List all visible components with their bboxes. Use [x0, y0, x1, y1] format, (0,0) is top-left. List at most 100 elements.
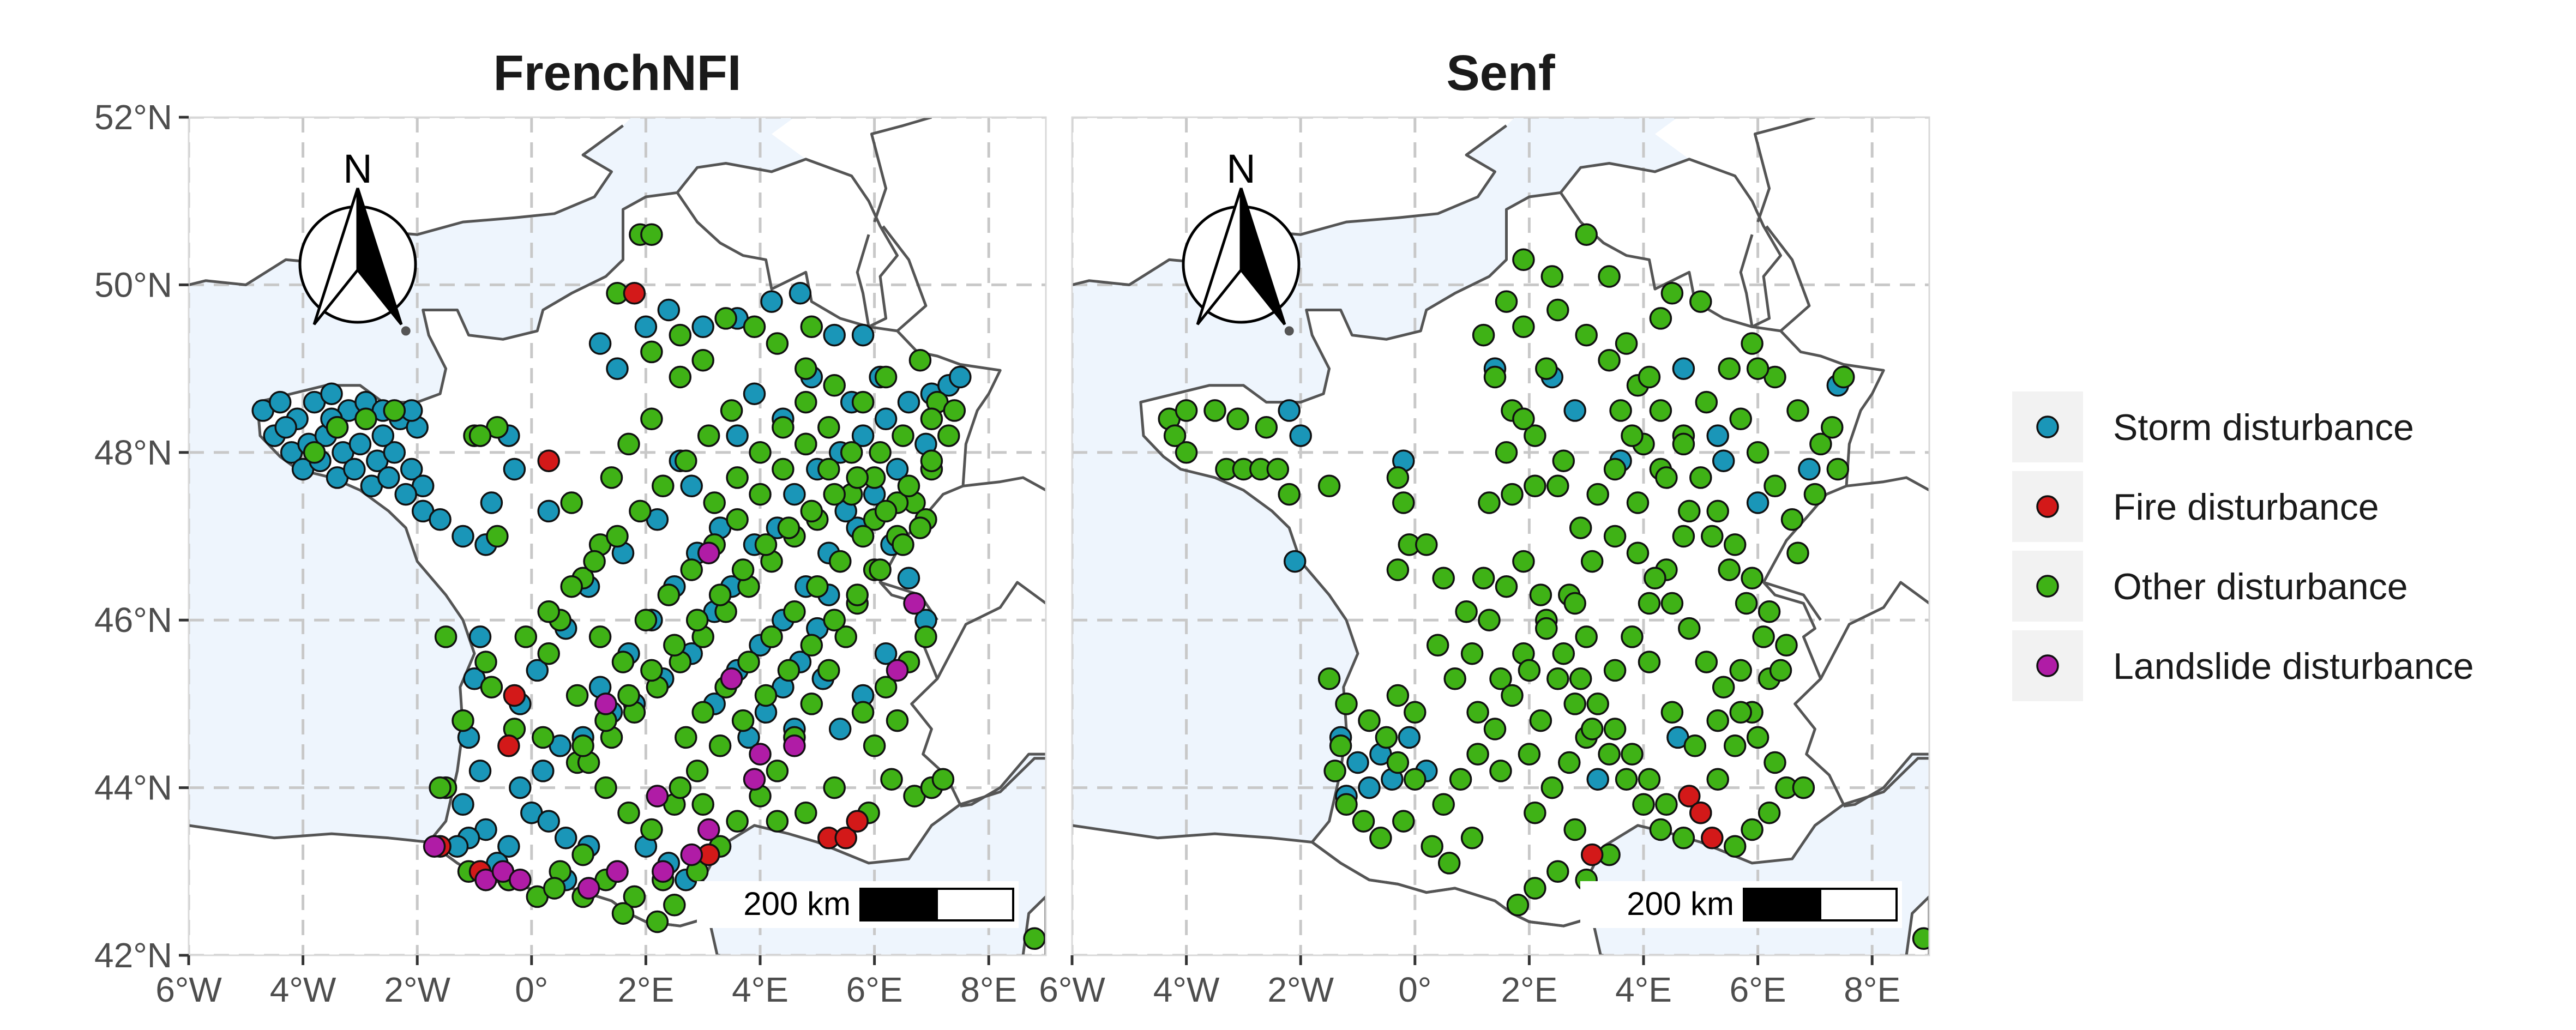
other-point: [1615, 332, 1638, 355]
other-point: [1546, 667, 1569, 690]
other-point: [1729, 407, 1752, 431]
other-point: [1524, 424, 1546, 447]
other-point: [1746, 357, 1770, 380]
other-point: [943, 399, 966, 422]
other-point: [1580, 550, 1604, 573]
storm-point: [588, 332, 612, 355]
other-point: [737, 650, 760, 673]
landslide-point: [646, 785, 669, 808]
other-point: [1621, 743, 1644, 766]
storm-point: [1563, 399, 1586, 422]
britain-coast: [189, 124, 624, 286]
other-point: [1386, 466, 1410, 489]
country-border: [1765, 225, 1811, 332]
y-tick-label: 50°N: [94, 265, 172, 304]
storm-point: [1672, 357, 1695, 380]
storm-point: [1346, 751, 1369, 774]
country-border: [1739, 234, 1754, 327]
legend-marker: [2036, 575, 2059, 598]
other-point: [468, 424, 492, 447]
landslide-point: [509, 868, 532, 892]
other-point: [1792, 776, 1815, 799]
other-point: [777, 516, 801, 539]
other-point: [1540, 265, 1564, 288]
other-point: [1369, 827, 1392, 850]
disturbance-points: [1158, 223, 1929, 950]
scale-bar: 200 km: [1580, 881, 1902, 928]
x-tick-label: 4°E: [1615, 970, 1672, 1009]
north-arrow: N: [1182, 146, 1301, 326]
storm-point: [480, 491, 503, 514]
other-point: [846, 583, 869, 606]
other-point: [663, 894, 686, 917]
other-point: [629, 499, 652, 523]
panel-frame: [188, 116, 1047, 956]
other-point: [749, 483, 772, 506]
fire-point: [1701, 827, 1724, 850]
other-point: [675, 726, 697, 749]
other-point: [1626, 491, 1650, 514]
other-point: [1335, 692, 1358, 715]
storm-point: [532, 760, 555, 782]
x-tick-label: 4°W: [270, 970, 336, 1009]
other-point: [1786, 541, 1809, 564]
other-point: [1912, 927, 1929, 950]
other-point: [675, 449, 697, 472]
other-point: [766, 760, 789, 782]
other-point: [772, 415, 795, 439]
other-point: [1649, 307, 1672, 330]
other-point: [1598, 743, 1621, 766]
other-point: [640, 659, 663, 682]
other-point: [1529, 583, 1552, 606]
storm-point: [452, 793, 474, 816]
legend-label: Landslide disturbance: [2113, 646, 2474, 687]
storm-point: [1586, 768, 1609, 791]
other-point: [1746, 441, 1770, 464]
other-point: [1723, 734, 1747, 757]
britain-coast: [1072, 124, 1507, 286]
other-point: [685, 760, 709, 782]
scale-bar: 200 km: [697, 881, 1019, 928]
other-point: [1764, 474, 1786, 498]
other-point: [1569, 516, 1592, 539]
other-point: [1552, 449, 1575, 472]
fire-point: [623, 282, 646, 305]
other-point: [840, 441, 863, 464]
other-point: [646, 910, 669, 933]
other-point: [846, 466, 869, 489]
map-area: [189, 117, 1046, 955]
other-point: [708, 734, 732, 757]
other-point: [1432, 793, 1455, 816]
other-point: [851, 390, 875, 414]
other-point: [795, 357, 817, 380]
storm-point: [726, 424, 749, 447]
other-point: [669, 776, 692, 799]
land-area-britain: [189, 117, 632, 285]
country-border: [936, 581, 1046, 679]
other-point: [851, 701, 875, 724]
fire-point: [497, 734, 520, 757]
country-border: [1846, 476, 1929, 492]
other-point: [1758, 600, 1781, 623]
other-point: [685, 609, 709, 631]
other-point: [908, 516, 932, 539]
other-point: [1586, 692, 1609, 715]
other-point: [1506, 894, 1530, 917]
other-point: [697, 424, 720, 447]
land-area: [1072, 117, 1929, 955]
other-point: [828, 550, 852, 573]
other-point: [429, 776, 452, 799]
other-point: [1512, 248, 1535, 272]
country-border: [1905, 895, 1929, 955]
other-point: [1404, 768, 1427, 791]
other-point: [434, 625, 458, 648]
storm-point: [874, 642, 898, 665]
y-tick-label: 42°N: [94, 936, 172, 975]
other-point: [1723, 835, 1747, 858]
north-label: N: [1226, 146, 1255, 191]
x-tick-label: 2°W: [1267, 970, 1334, 1009]
other-point: [480, 676, 503, 698]
other-point: [583, 550, 606, 573]
other-point: [1706, 709, 1729, 732]
